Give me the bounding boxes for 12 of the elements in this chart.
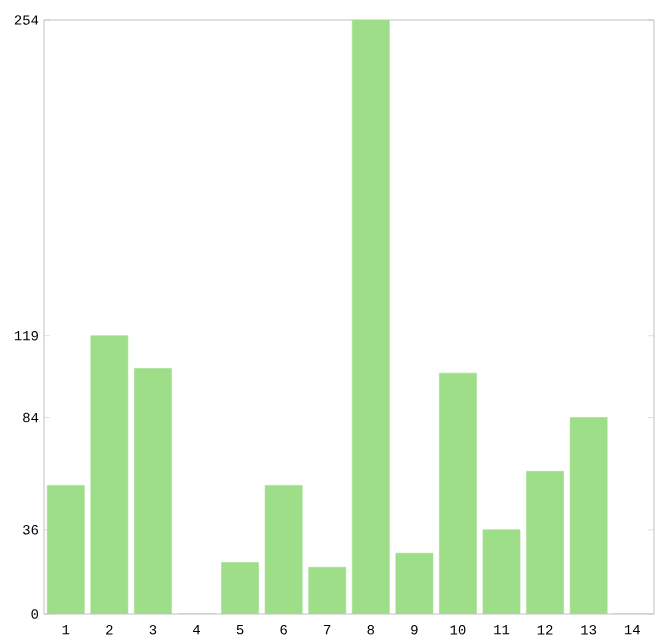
bar bbox=[90, 335, 129, 614]
bar bbox=[351, 19, 390, 614]
bar bbox=[221, 562, 259, 614]
bar bbox=[308, 566, 347, 614]
bar bbox=[46, 485, 85, 614]
bar bbox=[134, 368, 172, 614]
bar bbox=[439, 372, 477, 614]
bar bbox=[395, 552, 434, 614]
bar bbox=[264, 485, 303, 614]
bar bbox=[526, 471, 564, 614]
bar bbox=[569, 417, 608, 614]
bar bbox=[482, 529, 521, 614]
